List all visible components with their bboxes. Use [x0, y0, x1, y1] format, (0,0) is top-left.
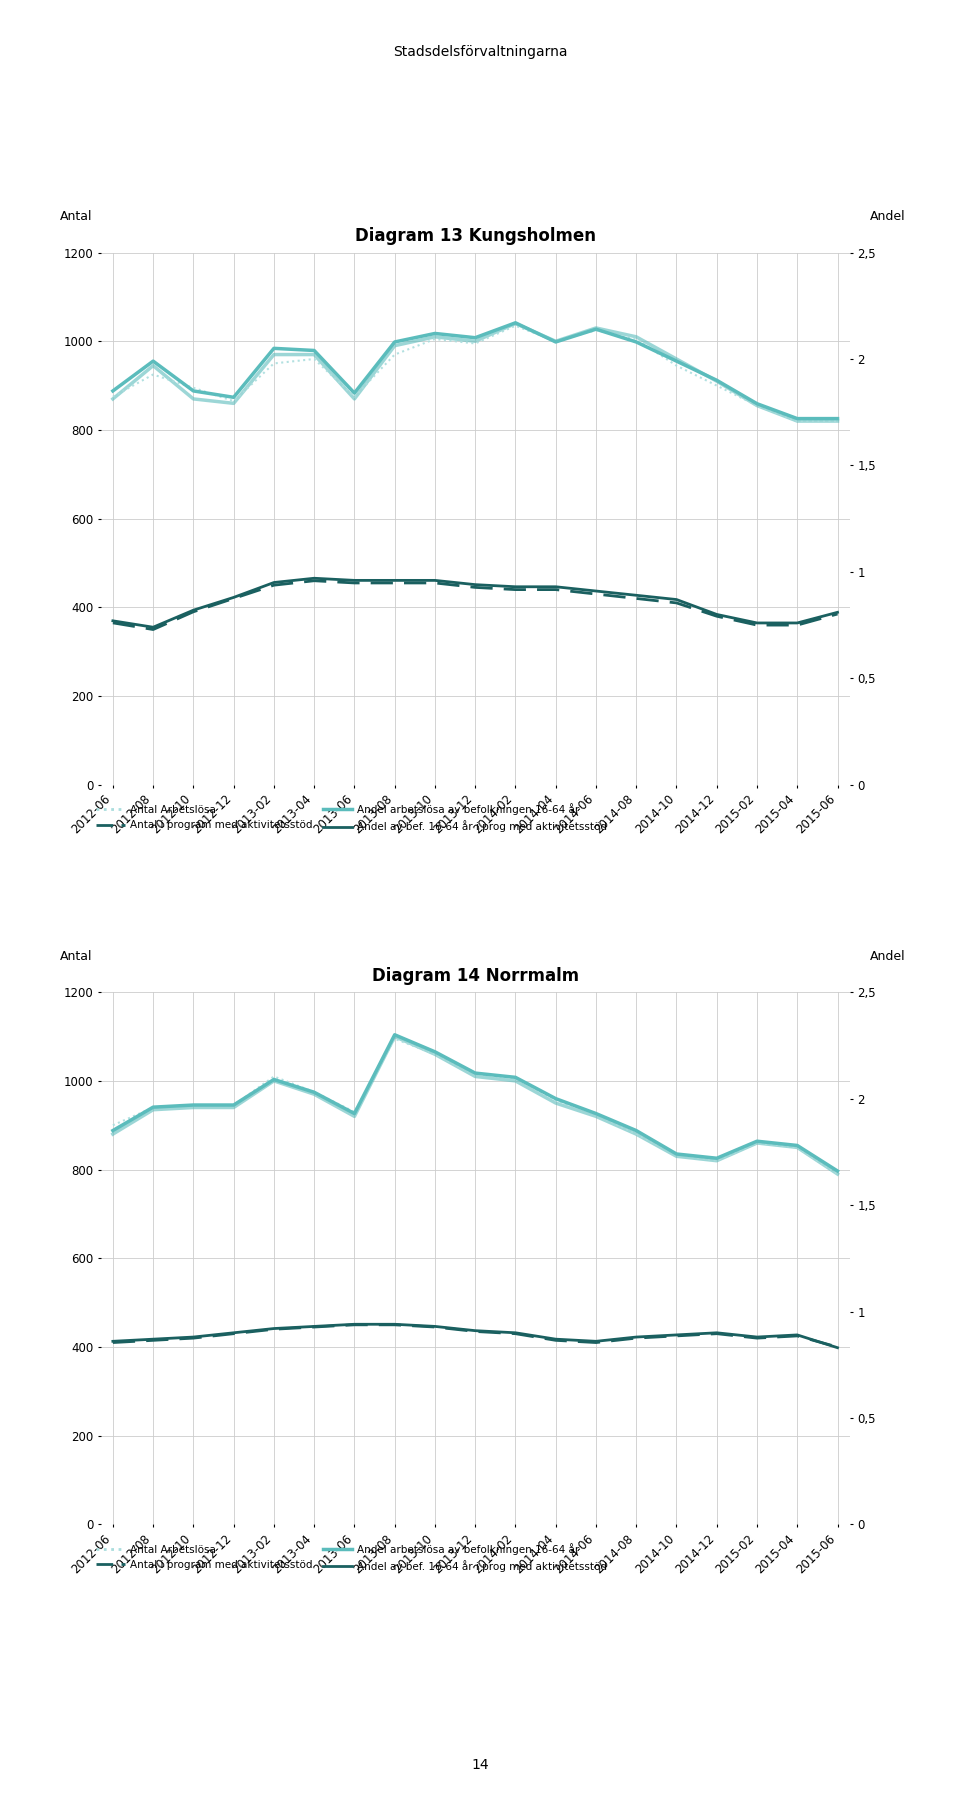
Text: Andel: Andel	[870, 211, 906, 224]
Text: Antal: Antal	[60, 951, 92, 963]
Title: Diagram 13 Kungsholmen: Diagram 13 Kungsholmen	[354, 227, 596, 245]
Text: Antal: Antal	[60, 211, 92, 224]
Text: Andel: Andel	[870, 951, 906, 963]
Title: Diagram 14 Norrmalm: Diagram 14 Norrmalm	[372, 967, 579, 985]
Legend: Antal Arbetslösa, Antal i program med aktivitetsstöd, Andel arbetslösa av befolk: Antal Arbetslösa, Antal i program med ak…	[91, 1539, 612, 1577]
Legend: Antal Arbetslösa, Antal i program med aktivitetsstöd, Andel arbetslösa av befolk: Antal Arbetslösa, Antal i program med ak…	[91, 799, 612, 837]
Text: 14: 14	[471, 1757, 489, 1772]
Text: Stadsdelsförvaltningarna: Stadsdelsförvaltningarna	[393, 45, 567, 60]
